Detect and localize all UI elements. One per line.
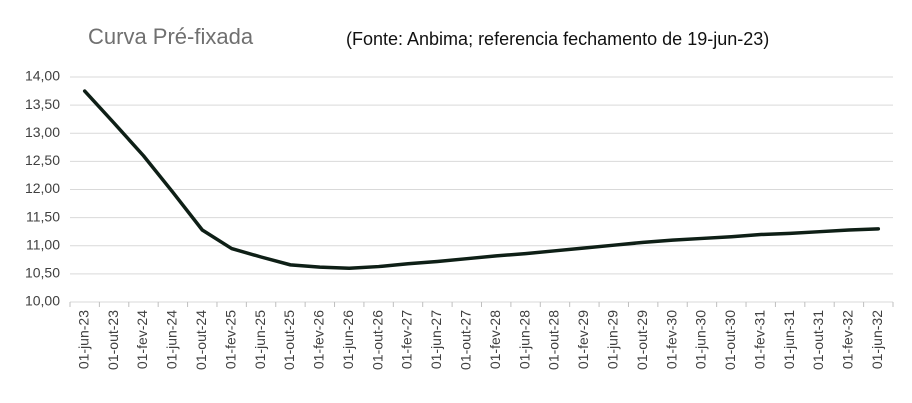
- x-tick-label: 01-jun-27: [428, 310, 444, 369]
- x-tick-label: 01-out-27: [458, 310, 474, 370]
- x-tick-label: 01-jun-31: [781, 310, 797, 369]
- chart-subtitle: (Fonte: Anbima; referencia fechamento de…: [346, 29, 769, 49]
- x-tick-label: 01-fev-24: [134, 310, 150, 369]
- x-tick-label: 01-fev-32: [840, 310, 856, 369]
- x-tick-label: 01-fev-26: [311, 310, 327, 369]
- y-tick-label: 12,00: [25, 180, 60, 196]
- x-tick-label: 01-out-26: [369, 310, 385, 370]
- x-tick-label: 01-jun-32: [869, 310, 885, 369]
- y-tick-label: 14,00: [25, 68, 60, 84]
- x-tick-label: 01-fev-25: [222, 310, 238, 369]
- x-tick-label: 01-jun-25: [252, 310, 268, 369]
- x-tick-label: 01-jun-28: [516, 310, 532, 369]
- x-tick-label: 01-fev-28: [487, 310, 503, 369]
- x-tick-label: 01-jun-30: [693, 310, 709, 369]
- x-tick-label: 01-out-25: [281, 310, 297, 370]
- x-tick-label: 01-fev-27: [399, 310, 415, 369]
- x-tick-label: 01-out-30: [722, 310, 738, 370]
- y-tick-label: 10,50: [25, 265, 60, 281]
- y-tick-label: 11,00: [26, 236, 60, 252]
- x-tick-label: 01-out-29: [634, 310, 650, 370]
- x-tick-label: 01-jun-26: [340, 310, 356, 369]
- y-tick-label: 12,50: [25, 152, 60, 168]
- x-tick-label: 01-out-23: [105, 310, 121, 370]
- x-tick-label: 01-jun-23: [75, 310, 91, 369]
- y-tick-label: 13,00: [25, 124, 60, 140]
- x-tick-label: 01-fev-30: [663, 310, 679, 369]
- chart-title: Curva Pré-fixada: [88, 24, 254, 49]
- y-tick-label: 11,50: [26, 208, 60, 224]
- x-tick-label: 01-jun-29: [604, 310, 620, 369]
- x-tick-label: 01-fev-31: [751, 310, 767, 369]
- x-tick-label: 01-jun-24: [164, 310, 180, 369]
- y-tick-label: 10,00: [25, 293, 60, 309]
- x-tick-label: 01-fev-29: [575, 310, 591, 369]
- x-tick-label: 01-out-24: [193, 310, 209, 370]
- x-tick-label: 01-out-28: [546, 310, 562, 370]
- x-tick-label: 01-out-31: [810, 310, 826, 370]
- line: [82, 89, 881, 270]
- y-tick-label: 13,50: [25, 96, 60, 112]
